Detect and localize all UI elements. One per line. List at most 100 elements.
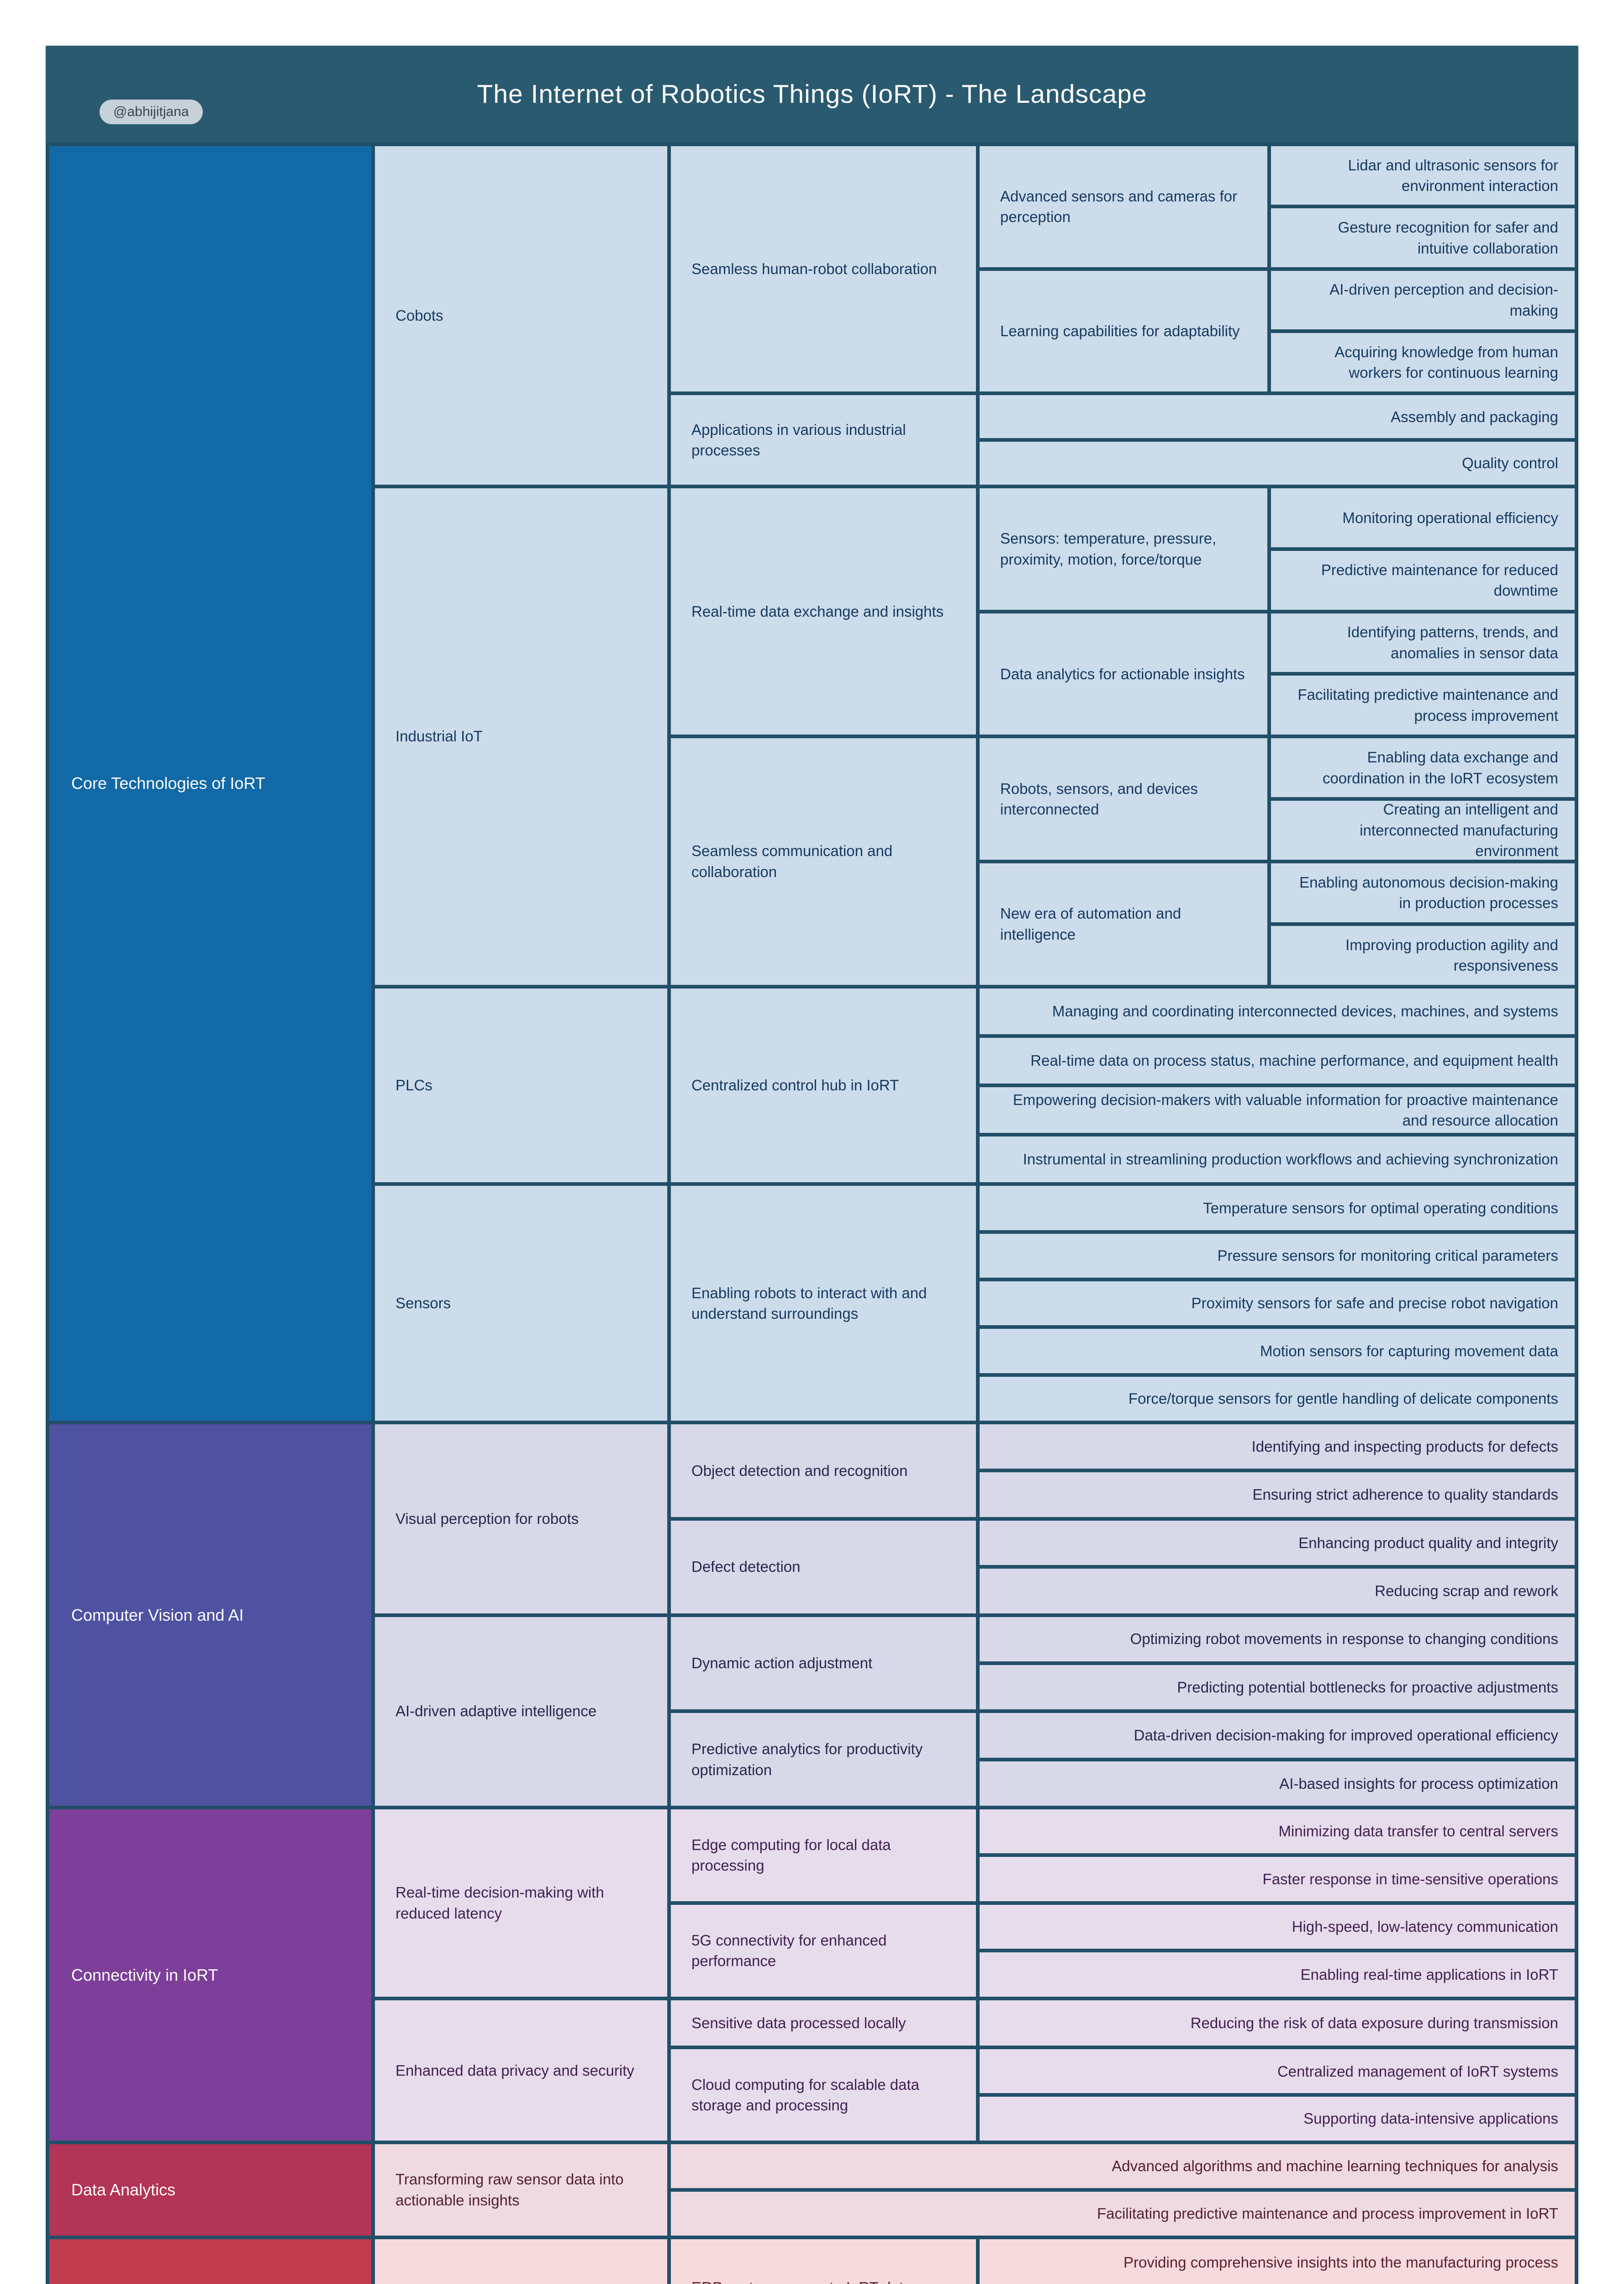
children-column: Real-time data exchange and insights Sens… (671, 488, 1575, 985)
branch-cell: Enabling robots to interact with and und… (671, 1186, 976, 1421)
leaf-cell: Proximity sensors for safe and precise r… (980, 1281, 1575, 1326)
branch-cell: Transforming raw sensor data into action… (375, 2144, 667, 2236)
children-column: Temperature sensors for optimal operatin… (980, 1186, 1575, 1421)
branch-row: Cloud computing for scalable data storag… (671, 2049, 1575, 2141)
section-row: Connectivity in IoRT Real-time decision-m… (49, 1809, 1575, 2141)
section-label: Connectivity in IoRT (49, 1809, 371, 2141)
branch-row: Real-time production insights and resour… (375, 2239, 1575, 2284)
leaf-cell: Empowering decision-makers with valuable… (980, 1087, 1575, 1133)
leaf-cell: Facilitating predictive maintenance and … (671, 2192, 1575, 2236)
children-column: Object detection and recognition Identify… (671, 1424, 1575, 1613)
branch-cell: Cobots (375, 146, 667, 485)
children-column: Sensitive data processed locally Reducing… (671, 2000, 1575, 2141)
branch-cell: Sensitive data processed locally (671, 2000, 976, 2046)
children-column: Optimizing robot movements in response t… (980, 1617, 1575, 1710)
leaf-cell: AI-driven perception and decision-making (1271, 270, 1575, 330)
leaf-cell: Gesture recognition for safer and intuit… (1271, 208, 1575, 267)
branch-row: Edge computing for local data processing… (671, 1809, 1575, 1901)
branch-row: Advanced sensors and cameras for percept… (980, 146, 1575, 267)
children-column: Sensors: temperature, pressure, proximit… (980, 488, 1575, 735)
branch-cell: PLCs (375, 988, 667, 1183)
branch-cell: Industrial IoT (375, 488, 667, 985)
leaf-cell: Advanced algorithms and machine learning… (671, 2144, 1575, 2188)
leaf-cell: Predicting potential bottlenecks for pro… (980, 1665, 1575, 1710)
section-row: Computer Vision and AI Visual perception … (49, 1424, 1575, 1806)
leaf-cell: Lidar and ultrasonic sensors for environ… (1271, 146, 1575, 205)
branch-row: Enhanced data privacy and security Sensit… (375, 2000, 1575, 2141)
children-column: Visual perception for robots Object detec… (375, 1424, 1575, 1806)
branch-cell: Learning capabilities for adaptability (980, 270, 1267, 392)
branch-row: Industrial IoT Real-time data exchange an… (375, 488, 1575, 985)
landscape-diagram: @abhijitjana The Internet of Robotics Th… (46, 46, 1578, 2284)
leaf-cell: High-speed, low-latency communication (980, 1904, 1575, 1949)
branch-cell: New era of automation and intelligence (980, 863, 1267, 985)
leaf-cell: Force/torque sensors for gentle handling… (980, 1376, 1575, 1421)
children-column: ERP system access to IoRT dataProviding … (671, 2239, 1575, 2284)
branch-row: ERP system access to IoRT dataProviding … (671, 2239, 1575, 2284)
branch-cell: Data analytics for actionable insights (980, 613, 1267, 735)
branch-row: Visual perception for robots Object detec… (375, 1424, 1575, 1613)
branch-cell: Dynamic action adjustment (671, 1617, 976, 1710)
children-column: Lidar and ultrasonic sensors for environ… (1271, 146, 1575, 267)
leaf-cell: Reducing scrap and rework (980, 1569, 1575, 1613)
children-column: Enabling autonomous decision-making in p… (1271, 863, 1575, 985)
leaf-cell: Supporting data-intensive applications (980, 2097, 1575, 2141)
section-row: Core Technologies of IoRT Cobots Seamless … (49, 146, 1575, 1421)
leaf-cell: Identifying patterns, trends, and anomal… (1271, 613, 1575, 672)
children-column: Real-time decision-making with reduced l… (375, 1809, 1575, 2141)
children-column: Reducing the risk of data exposure durin… (980, 2000, 1575, 2046)
children-column: Enabling data exchange and coordination … (1271, 738, 1575, 860)
branch-row: Data analytics for actionable insights Id… (980, 613, 1575, 735)
leaf-cell: Quality control (980, 442, 1575, 485)
branch-row: New era of automation and intelligence En… (980, 863, 1575, 985)
header-bar: @abhijitjana The Internet of Robotics Th… (46, 46, 1578, 143)
branch-row: Predictive analytics for productivity op… (671, 1713, 1575, 1806)
branch-cell: Seamless communication and collaboration (671, 738, 976, 985)
branch-cell: Real-time decision-making with reduced l… (375, 1809, 667, 1997)
branch-row: Seamless communication and collaboration… (671, 738, 1575, 985)
branch-row: Cobots Seamless human-robot collaboration… (375, 146, 1575, 485)
author-badge: @abhijitjana (100, 100, 203, 124)
branch-row: Sensitive data processed locally Reducing… (671, 2000, 1575, 2046)
branch-cell: Applications in various industrial proce… (671, 395, 976, 485)
branch-row: AI-driven adaptive intelligence Dynamic a… (375, 1617, 1575, 1806)
leaf-cell: Assembly and packaging (980, 395, 1575, 439)
leaf-cell: Monitoring operational efficiency (1271, 488, 1575, 547)
branch-cell: Real-time production insights and resour… (375, 2239, 667, 2284)
section-label: Data Analytics (49, 2144, 371, 2236)
branch-row: Applications in various industrial proce… (671, 395, 1575, 485)
leaf-cell: Pressure sensors for monitoring critical… (980, 1233, 1575, 1278)
branch-cell: Enhanced data privacy and security (375, 2000, 667, 2141)
branch-cell: Sensors (375, 1186, 667, 1421)
section-label: Computer Vision and AI (49, 1424, 371, 1806)
branch-row: Object detection and recognition Identify… (671, 1424, 1575, 1517)
children-column: Managing and coordinating interconnected… (980, 988, 1575, 1183)
children-column: Monitoring operational efficiency Predict… (1271, 488, 1575, 610)
leaf-cell: Identifying and inspecting products for … (980, 1424, 1575, 1469)
children-column: Advanced algorithms and machine learning… (671, 2144, 1575, 2236)
branch-cell: Sensors: temperature, pressure, proximit… (980, 488, 1267, 610)
children-column: AI-driven perception and decision-making… (1271, 270, 1575, 392)
branch-cell: Centralized control hub in IoRT (671, 988, 976, 1183)
leaf-cell: Acquiring knowledge from human workers f… (1271, 333, 1575, 392)
children-column: Robots, sensors, and devices interconnec… (980, 738, 1575, 985)
children-column: Providing comprehensive insights into th… (980, 2239, 1575, 2284)
branch-cell: AI-driven adaptive intelligence (375, 1617, 667, 1806)
section: Integration with ERP SystemReal-time pro… (49, 2239, 1575, 2284)
leaf-cell: Providing comprehensive insights into th… (980, 2239, 1575, 2284)
children-column: Seamless human-robot collaboration Advanc… (671, 146, 1575, 485)
branch-row: Real-time decision-making with reduced l… (375, 1809, 1575, 1997)
branch-row: Enabling robots to interact with and und… (671, 1186, 1575, 1421)
children-column: Advanced sensors and cameras for percept… (980, 146, 1575, 392)
branch-row: Learning capabilities for adaptability AI… (980, 270, 1575, 392)
branch-row: Sensors Enabling robots to interact with … (375, 1186, 1575, 1421)
branch-cell: Defect detection (671, 1520, 976, 1613)
children-column: Enabling robots to interact with and und… (671, 1186, 1575, 1421)
leaf-cell: Instrumental in streamlining production … (980, 1137, 1575, 1183)
leaf-cell: Ensuring strict adherence to quality sta… (980, 1472, 1575, 1517)
section-label: Core Technologies of IoRT (49, 146, 371, 1421)
section: Data Analytics Transforming raw sensor da… (49, 2144, 1575, 2236)
leaf-cell: Real-time data on process status, machin… (980, 1037, 1575, 1084)
leaf-cell: Enabling autonomous decision-making in p… (1271, 863, 1575, 922)
branch-row: Centralized control hub in IoRT Managing … (671, 988, 1575, 1183)
